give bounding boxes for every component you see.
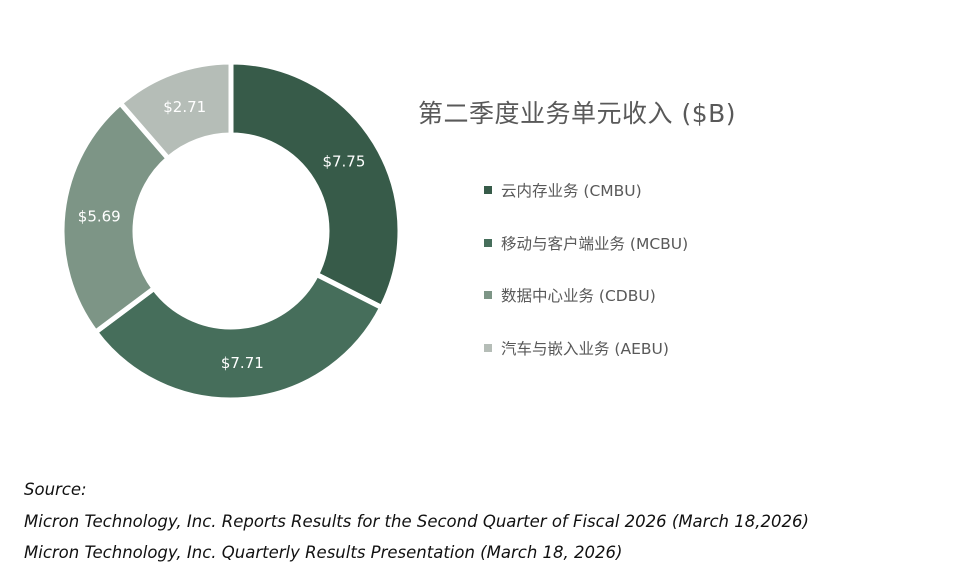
legend-label-mcbu: 移动与客户端业务 (MCBU) — [501, 234, 689, 253]
donut-slice-cmbu — [228, 59, 403, 311]
donut-slices — [59, 59, 403, 403]
data-label-mcbu: $7.71 — [221, 354, 264, 372]
data-label-cdbu: $5.69 — [78, 208, 121, 226]
legend-item-mcbu: 移动与客户端业务 (MCBU) — [484, 217, 688, 270]
source-note: Source: Micron Technology, Inc. Reports … — [24, 474, 809, 569]
legend-label-cdbu: 数据中心业务 (CDBU) — [501, 287, 656, 306]
slice-data-labels: $7.75 $7.71 $5.69 $2.71 — [78, 98, 366, 372]
data-label-cmbu: $7.75 — [322, 153, 365, 171]
legend-item-cmbu: 云内存业务 (CMBU) — [484, 164, 688, 217]
donut-slice-cdbu — [59, 99, 172, 336]
donut-chart: $7.75 $7.71 $5.69 $2.71 — [59, 59, 403, 403]
donut-slice-aebu — [116, 59, 234, 162]
legend-swatch-aebu — [484, 343, 492, 352]
source-line-1: Micron Technology, Inc. Reports Results … — [24, 511, 809, 531]
chart-title: 第二季度业务单元收入 ($B) — [418, 99, 737, 128]
source-line-2: Micron Technology, Inc. Quarterly Result… — [24, 543, 623, 562]
source-heading: Source: — [24, 480, 87, 499]
donut-slice-mcbu — [92, 271, 386, 403]
legend-label-cmbu: 云内存业务 (CMBU) — [501, 182, 642, 201]
data-label-aebu: $2.71 — [163, 98, 206, 116]
legend-item-cdbu: 数据中心业务 (CDBU) — [484, 269, 688, 322]
legend-item-aebu: 汽车与嵌入业务 (AEBU) — [484, 322, 688, 375]
legend-label-aebu: 汽车与嵌入业务 (AEBU) — [501, 339, 669, 358]
chart-legend: 云内存业务 (CMBU) 移动与客户端业务 (MCBU) 数据中心业务 (CDB… — [484, 164, 688, 374]
legend-swatch-cdbu — [484, 291, 492, 300]
legend-swatch-mcbu — [484, 238, 492, 247]
legend-swatch-cmbu — [484, 186, 492, 195]
